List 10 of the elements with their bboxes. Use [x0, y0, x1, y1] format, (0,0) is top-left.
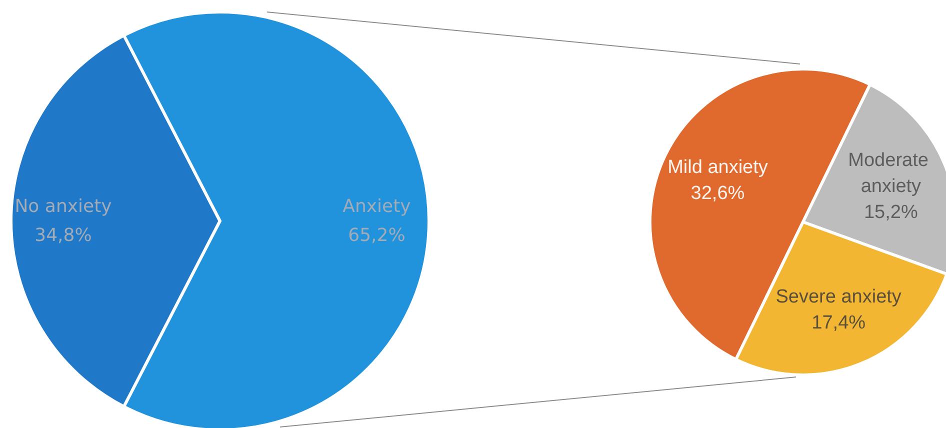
data-label: 17,4%: [812, 312, 866, 334]
slice-label: Moderate anxiety: [848, 150, 934, 197]
slice-label: Severe anxiety: [776, 286, 902, 308]
slice-label: No anxiety: [14, 196, 112, 217]
data-label: 32,6%: [690, 182, 745, 204]
data-label: 15,2%: [864, 202, 918, 223]
slice-label: Anxiety: [342, 196, 412, 217]
slice-label: Mild anxiety: [668, 156, 768, 178]
data-label: 34,8%: [34, 225, 92, 246]
data-label: 65,2%: [348, 225, 406, 246]
